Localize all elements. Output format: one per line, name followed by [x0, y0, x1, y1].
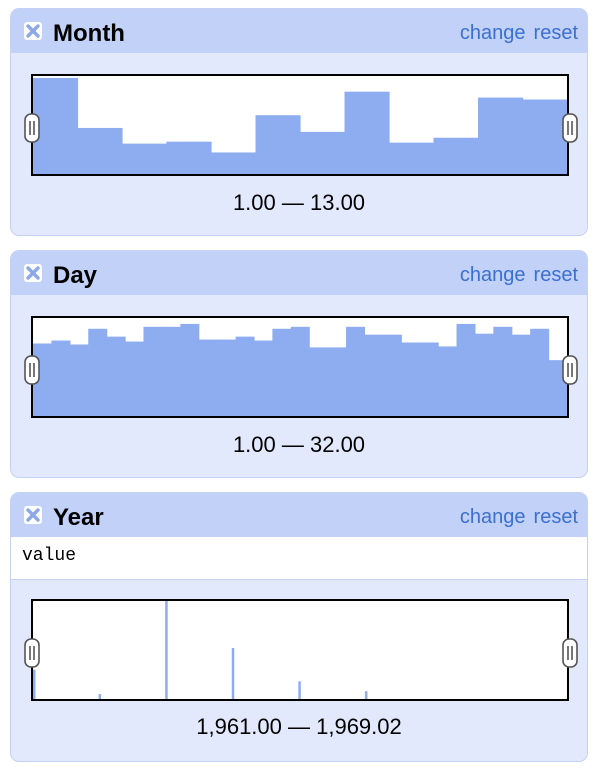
histogram-bar	[217, 339, 237, 416]
remove-facet-close-icon[interactable]	[24, 264, 42, 282]
histogram-bar	[88, 328, 108, 416]
histogram-bar	[165, 601, 168, 699]
histogram-bar	[346, 326, 366, 416]
histogram-bar	[309, 347, 329, 416]
facet-links: change reset	[460, 21, 578, 45]
histogram-svg	[33, 77, 567, 174]
remove-facet-close-icon[interactable]	[24, 506, 42, 524]
value-expression-field[interactable]: value	[11, 537, 587, 580]
histogram-bar	[33, 669, 36, 699]
remove-facet-close-icon[interactable]	[24, 22, 42, 40]
histogram-bar	[125, 341, 145, 416]
histogram-bar	[166, 141, 212, 174]
histogram-chart[interactable]	[31, 316, 569, 418]
facet-day: Day change reset 1.00 — 32.00	[10, 250, 588, 478]
value-expression-text: value	[22, 546, 77, 566]
histogram-chart[interactable]	[31, 74, 569, 176]
histogram-bar	[433, 137, 479, 174]
histogram-bar	[77, 127, 123, 174]
histogram-bar	[300, 131, 346, 174]
histogram-bar	[180, 323, 200, 416]
histogram-bar	[33, 77, 79, 174]
range-handle-right[interactable]	[562, 355, 578, 385]
facet-links: change reset	[460, 263, 578, 287]
histogram-bar	[211, 152, 257, 174]
histogram-bar	[98, 694, 102, 699]
histogram-bar	[235, 336, 255, 416]
histogram-bar	[327, 347, 347, 416]
histogram-bar	[69, 344, 89, 416]
histogram-bar	[344, 91, 390, 174]
histogram-bar	[231, 648, 235, 699]
range-handle-right[interactable]	[562, 638, 578, 668]
histogram-bar	[438, 346, 458, 416]
histogram-bar	[530, 328, 550, 416]
change-link[interactable]: change	[459, 506, 526, 528]
range-label: 1.00 — 13.00	[232, 190, 366, 215]
facet-year: Year change reset value 1,961.00 — 1,969.…	[10, 492, 588, 762]
histogram-bar	[290, 326, 310, 416]
histogram-bar	[198, 339, 218, 416]
reset-link[interactable]: reset	[533, 264, 578, 286]
facet-header: Year change reset	[11, 493, 587, 537]
histogram-bar	[255, 115, 301, 174]
range-label: 1.00 — 32.00	[232, 432, 366, 457]
histogram-svg	[33, 323, 567, 416]
range-handle-left[interactable]	[24, 638, 40, 668]
range-label: 1,961.00 — 1,969.02	[196, 714, 402, 739]
histogram-bar	[253, 340, 273, 416]
histogram-bar	[51, 340, 71, 416]
histogram-bar	[419, 342, 439, 416]
histogram-bar	[389, 142, 435, 174]
facet-month: Month change reset 1.00 — 13.00	[10, 8, 588, 236]
histogram-bar	[106, 336, 126, 416]
histogram-bar	[122, 143, 168, 174]
histogram-bar	[143, 326, 163, 416]
histogram-bar	[161, 326, 181, 416]
histogram-bar	[511, 334, 531, 416]
facet-title: Day	[53, 262, 98, 289]
reset-link[interactable]: reset	[533, 22, 578, 44]
histogram-chart[interactable]	[31, 599, 569, 701]
reset-link[interactable]: reset	[533, 506, 578, 528]
histogram-bar	[456, 323, 476, 416]
facet-title: Year	[53, 504, 104, 531]
histogram-svg	[33, 601, 368, 699]
change-link[interactable]: change	[459, 264, 526, 286]
facet-links: change reset	[460, 505, 578, 529]
histogram-bar	[382, 334, 402, 416]
change-link[interactable]: change	[459, 22, 526, 44]
histogram-bar	[401, 342, 421, 416]
facet-header: Month change reset	[11, 9, 587, 53]
range-handle-left[interactable]	[24, 113, 40, 143]
histogram-bar	[478, 97, 524, 174]
histogram-bar	[474, 333, 494, 416]
histogram-bar	[298, 681, 301, 699]
range-handle-left[interactable]	[24, 355, 40, 385]
histogram-bar	[493, 326, 513, 416]
facet-header: Day change reset	[11, 251, 587, 295]
facet-title: Month	[53, 20, 125, 47]
range-handle-right[interactable]	[562, 113, 578, 143]
histogram-bar	[272, 328, 292, 416]
histogram-bar	[522, 99, 567, 174]
histogram-bar	[364, 334, 384, 416]
histogram-bar	[364, 691, 368, 699]
